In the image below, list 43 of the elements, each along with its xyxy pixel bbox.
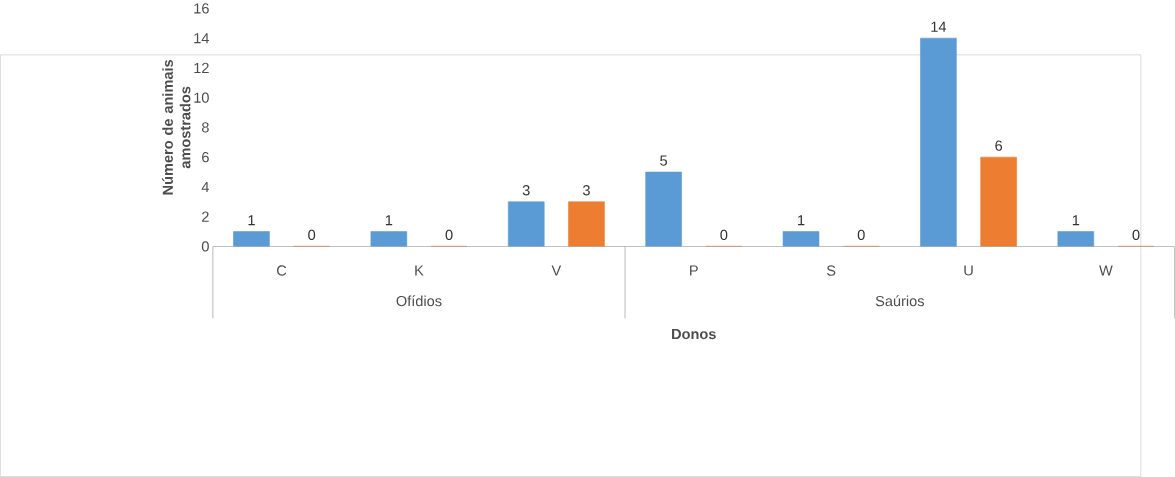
data-label: 0 [308, 229, 316, 241]
data-label: 0 [1132, 229, 1140, 241]
bar [568, 201, 605, 247]
data-label: 6 [995, 140, 1003, 151]
data-label: 1 [1072, 215, 1080, 226]
y-tick-label: 14 [194, 33, 210, 44]
data-label: 5 [660, 155, 668, 166]
data-label: 1 [798, 215, 805, 226]
x-tick-label: V [551, 265, 562, 276]
bar [370, 231, 408, 247]
x-tick-label: P [690, 265, 698, 276]
bar [782, 231, 820, 247]
x-axis-title: Donos [672, 329, 716, 340]
bar [1057, 231, 1095, 247]
bar [980, 156, 1017, 247]
x-tick-label: U [964, 265, 973, 276]
bar [507, 201, 545, 247]
y-tick-label: 6 [202, 152, 209, 163]
bar [233, 231, 270, 247]
y-tick-label: 2 [202, 211, 209, 222]
data-label: 1 [385, 215, 393, 226]
bar [920, 37, 957, 247]
y-axis-title: Número de animais amostrados [162, 60, 191, 195]
text: Ofídios [396, 295, 442, 307]
y-tick-label: 8 [201, 122, 209, 133]
x-tick-label: S [826, 265, 836, 276]
y-tick-label: 16 [194, 3, 209, 14]
text: Saúrios [875, 295, 924, 307]
data-label: 1 [248, 215, 255, 226]
data-label: 3 [582, 185, 590, 196]
bar [645, 171, 682, 247]
data-label: 0 [445, 229, 453, 241]
data-label: 14 [931, 21, 947, 32]
y-tick-label: 12 [194, 62, 209, 74]
data-label: 0 [857, 229, 865, 241]
y-tick-label: 4 [201, 181, 210, 192]
x-tick-label: W [1099, 265, 1113, 276]
x-tick-label: K [415, 265, 424, 276]
data-label: 3 [522, 185, 530, 196]
data-label: 0 [720, 229, 728, 241]
y-tick-label: 10 [194, 92, 209, 103]
y-tick-label: 0 [201, 241, 209, 252]
x-tick-label: C [277, 265, 287, 276]
